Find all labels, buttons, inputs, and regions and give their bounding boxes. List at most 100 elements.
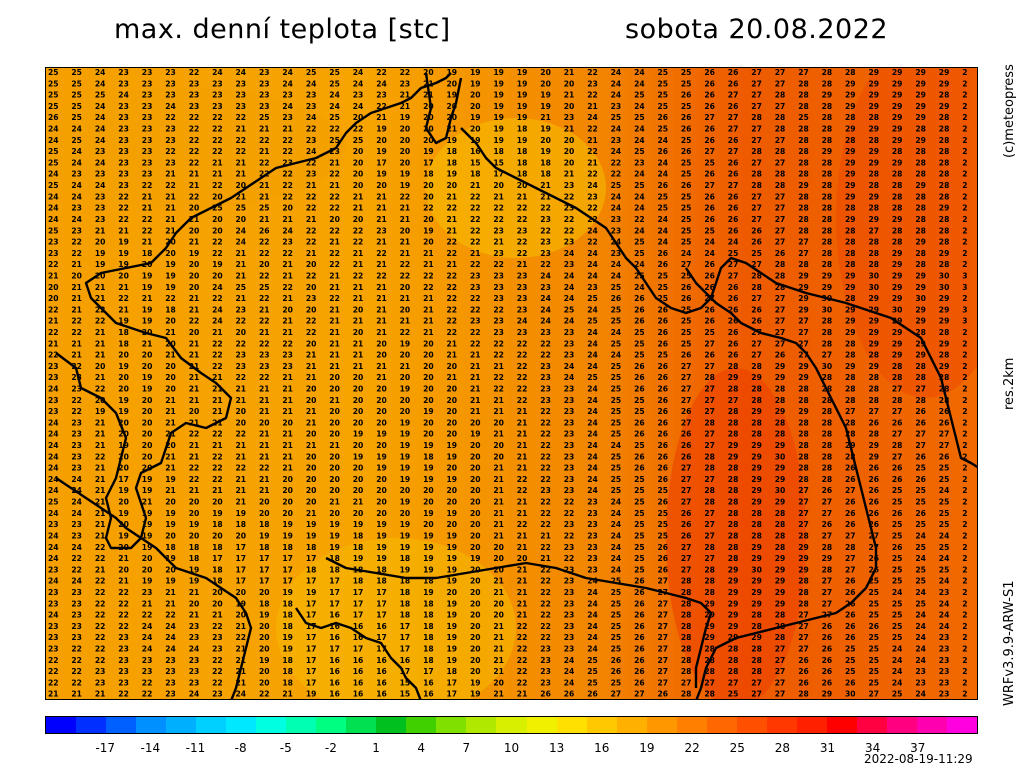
grid-value: 21 [470,181,481,190]
grid-value: 26 [704,79,715,88]
grid-value: 28 [845,373,856,382]
grid-value: 20 [165,565,176,574]
grid-value: 21 [118,554,129,563]
grid-value: 3 [962,272,967,281]
grid-value: 2 [962,238,967,247]
grid-value: 24 [48,192,59,201]
grid-value: 22 [447,294,458,303]
grid-value: 25 [587,678,598,687]
grid-value: 22 [564,215,575,224]
grid-value: 27 [681,362,692,371]
grid-value: 25 [892,611,903,620]
grid-value: 22 [540,543,551,552]
grid-value: 24 [939,622,950,631]
grid-value: 21 [95,498,106,507]
grid-value: 18 [212,577,223,586]
grid-value: 22 [540,611,551,620]
grid-value: 23 [71,441,82,450]
grid-value: 29 [728,611,739,620]
grid-value: 28 [704,418,715,427]
grid-value: 24 [634,226,645,235]
grid-value: 22 [329,260,340,269]
grid-value: 19 [259,656,270,665]
grid-value: 19 [118,317,129,326]
grid-value: 24 [587,113,598,122]
grid-value: 17 [212,554,223,563]
grid-value: 28 [728,464,739,473]
grid-value: 17 [236,554,247,563]
grid-value: 27 [822,588,833,597]
grid-value: 17 [306,633,317,642]
grid-value: 24 [587,305,598,314]
grid-value: 25 [48,226,59,235]
grid-value: 26 [915,418,926,427]
grid-value: 20 [493,599,504,608]
grid-value: 21 [329,283,340,292]
grid-value: 22 [118,192,129,201]
grid-value: 22 [329,204,340,213]
colorbar-tick-label: -5 [279,741,292,755]
grid-value: 22 [517,215,528,224]
grid-value: 27 [869,407,880,416]
grid-value: 28 [845,385,856,394]
grid-value: 20 [493,565,504,574]
grid-value: 21 [236,260,247,269]
grid-value: 24 [564,317,575,326]
grid-value: 27 [845,531,856,540]
grid-value: 29 [892,68,903,77]
grid-value: 29 [751,475,762,484]
grid-value: 19 [400,113,411,122]
grid-value: 24 [587,249,598,258]
grid-value: 21 [329,396,340,405]
grid-value: 20 [400,283,411,292]
grid-value: 28 [798,385,809,394]
grid-value: 19 [142,475,153,484]
grid-value: 22 [517,520,528,529]
grid-value: 19 [423,554,434,563]
colorbar-swatch [526,717,557,733]
grid-value: 20 [142,565,153,574]
grid-value: 25 [611,113,622,122]
grid-value: 21 [353,294,364,303]
grid-value: 21 [470,407,481,416]
grid-value: 22 [587,68,598,77]
grid-value: 22 [236,373,247,382]
grid-value: 20 [189,204,200,213]
grid-value: 22 [165,294,176,303]
grid-value: 24 [189,645,200,654]
grid-value: 2 [962,351,967,360]
grid-value: 21 [493,633,504,642]
grid-value: 20 [95,362,106,371]
grid-value: 24 [658,226,669,235]
grid-value: 29 [915,238,926,247]
grid-value: 2 [962,611,967,620]
grid-value: 26 [939,452,950,461]
grid-value: 18 [189,554,200,563]
grid-value: 29 [845,362,856,371]
grid-value: 28 [939,226,950,235]
grid-value: 18 [447,158,458,167]
grid-value: 26 [728,283,739,292]
grid-value: 29 [775,565,786,574]
grid-value: 23 [540,656,551,665]
grid-value: 19 [376,170,387,179]
grid-value: 23 [517,226,528,235]
grid-value: 29 [798,362,809,371]
grid-value: 23 [564,520,575,529]
grid-value: 20 [329,373,340,382]
grid-value: 27 [658,656,669,665]
grid-value: 27 [798,68,809,77]
grid-value: 23 [48,362,59,371]
grid-value: 28 [869,204,880,213]
grid-value: 26 [634,305,645,314]
grid-value: 28 [822,68,833,77]
grid-value: 22 [212,362,223,371]
grid-value: 22 [376,68,387,77]
grid-value: 21 [95,509,106,518]
grid-value: 28 [822,543,833,552]
grid-value: 19 [470,79,481,88]
grid-value: 20 [189,407,200,416]
grid-value: 28 [822,452,833,461]
grid-value: 22 [470,305,481,314]
grid-value: 24 [892,656,903,665]
